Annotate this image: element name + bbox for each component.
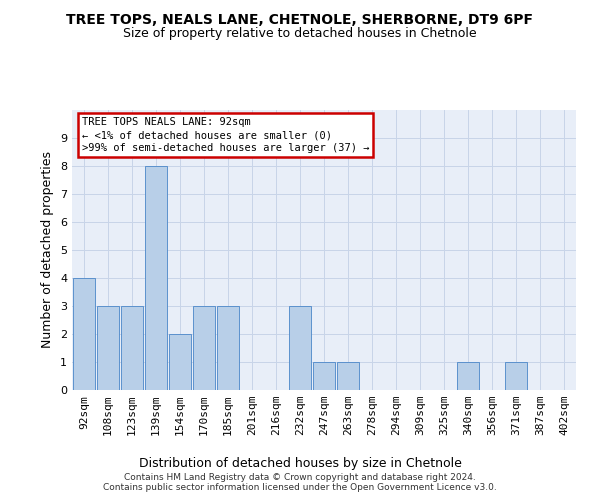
Bar (193, 306, 215, 390)
Text: TREE TOPS NEALS LANE: 92sqm
← <1% of detached houses are smaller (0)
>99% of sem: TREE TOPS NEALS LANE: 92sqm ← <1% of det… (82, 117, 370, 154)
Bar (97, 306, 119, 390)
Bar (457, 362, 479, 390)
Text: TREE TOPS, NEALS LANE, CHETNOLE, SHERBORNE, DT9 6PF: TREE TOPS, NEALS LANE, CHETNOLE, SHERBOR… (67, 12, 533, 26)
Text: Distribution of detached houses by size in Chetnole: Distribution of detached houses by size … (139, 458, 461, 470)
Bar (289, 306, 311, 390)
Bar (217, 306, 239, 390)
Bar (145, 166, 167, 390)
Bar (337, 362, 359, 390)
Bar (313, 362, 335, 390)
Y-axis label: Number of detached properties: Number of detached properties (41, 152, 55, 348)
Text: Contains HM Land Registry data © Crown copyright and database right 2024.
Contai: Contains HM Land Registry data © Crown c… (103, 473, 497, 492)
Bar (505, 362, 527, 390)
Bar (73, 278, 95, 390)
Bar (121, 306, 143, 390)
Bar (169, 334, 191, 390)
Text: Size of property relative to detached houses in Chetnole: Size of property relative to detached ho… (123, 28, 477, 40)
